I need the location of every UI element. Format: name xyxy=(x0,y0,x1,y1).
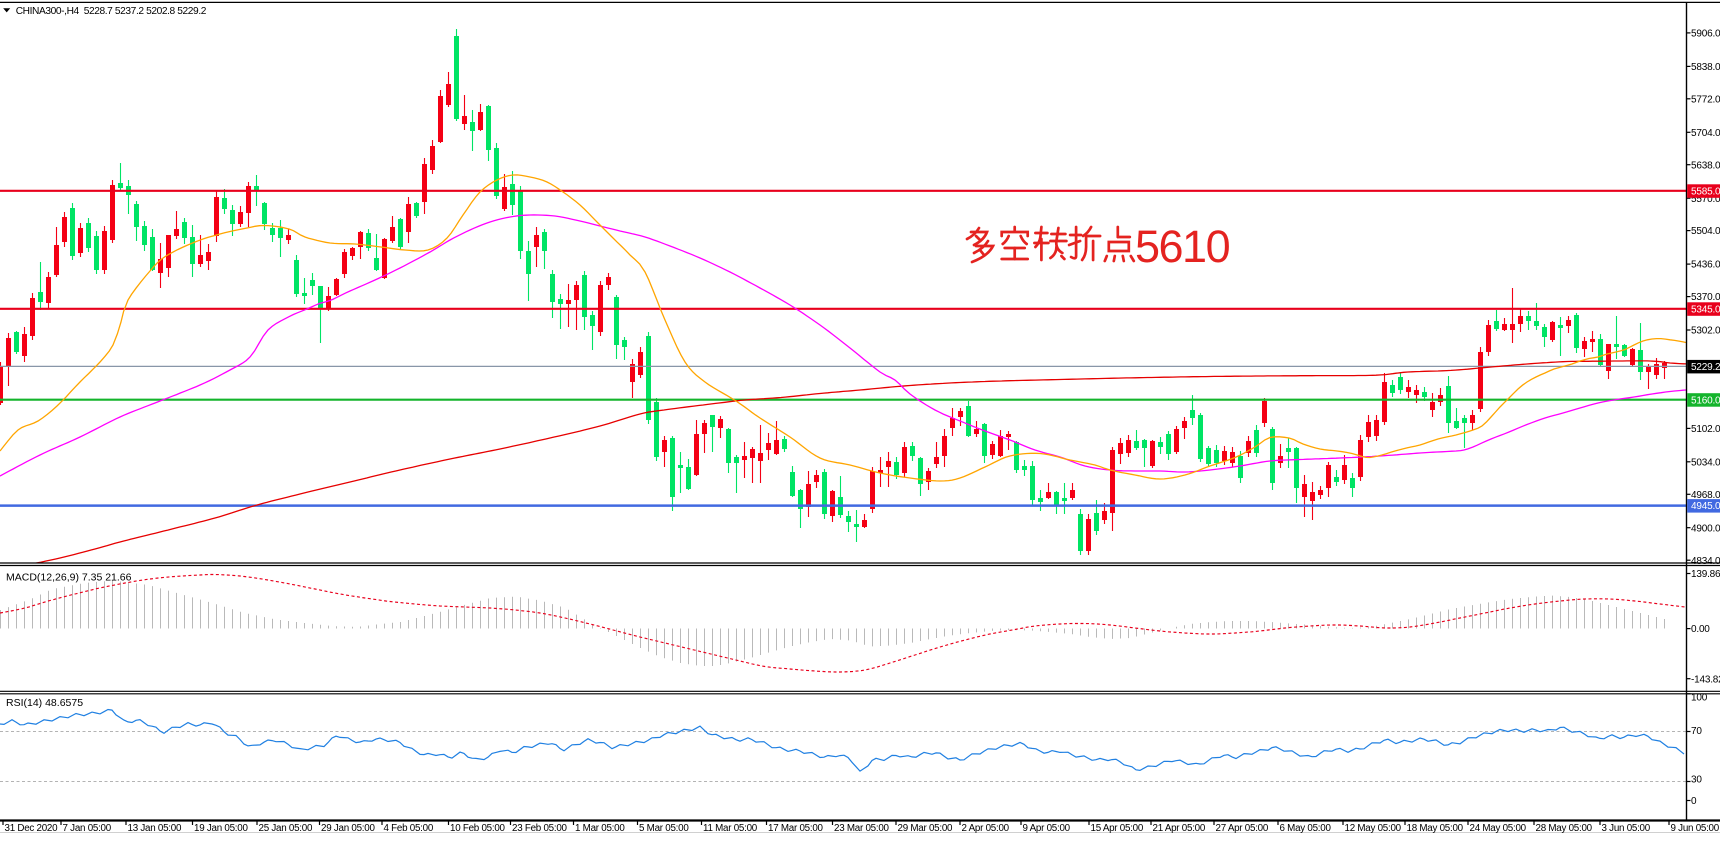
svg-text:5034.0: 5034.0 xyxy=(1691,457,1720,468)
svg-text:29 Jan 05:00: 29 Jan 05:00 xyxy=(321,823,375,834)
svg-text:23 Mar 05:00: 23 Mar 05:00 xyxy=(834,823,890,834)
svg-text:-143.82: -143.82 xyxy=(1691,674,1720,685)
svg-text:5160.0: 5160.0 xyxy=(1691,395,1720,406)
svg-text:5302.0: 5302.0 xyxy=(1691,326,1720,337)
svg-text:15 Apr 05:00: 15 Apr 05:00 xyxy=(1091,823,1144,834)
svg-text:100: 100 xyxy=(1691,693,1708,704)
svg-text:3 Jun 05:00: 3 Jun 05:00 xyxy=(1602,823,1651,834)
svg-text:5370.0: 5370.0 xyxy=(1691,292,1720,303)
svg-text:30: 30 xyxy=(1691,775,1702,786)
svg-text:13 Jan 05:00: 13 Jan 05:00 xyxy=(128,823,182,834)
svg-text:5638.0: 5638.0 xyxy=(1691,160,1720,171)
svg-text:11 Mar 05:00: 11 Mar 05:00 xyxy=(703,823,758,834)
svg-text:CHINA300-,H4 5228.7 5237.2 52: CHINA300-,H4 5228.7 5237.2 5202.8 5229.2 xyxy=(16,6,207,17)
svg-text:25 Jan 05:00: 25 Jan 05:00 xyxy=(259,823,313,834)
svg-text:5 Mar 05:00: 5 Mar 05:00 xyxy=(639,823,689,834)
svg-text:21 Apr 05:00: 21 Apr 05:00 xyxy=(1153,823,1206,834)
svg-text:5570.0: 5570.0 xyxy=(1691,194,1720,205)
svg-text:5436.0: 5436.0 xyxy=(1691,260,1720,271)
svg-text:9 Apr 05:00: 9 Apr 05:00 xyxy=(1023,823,1071,834)
svg-text:9 Jun 05:00: 9 Jun 05:00 xyxy=(1671,823,1720,834)
svg-text:5906.0: 5906.0 xyxy=(1691,29,1720,40)
svg-text:4900.0: 4900.0 xyxy=(1691,523,1720,534)
svg-text:70: 70 xyxy=(1691,726,1702,737)
svg-text:5102.0: 5102.0 xyxy=(1691,424,1720,435)
svg-text:5610: 5610 xyxy=(1135,221,1230,272)
svg-text:4834.0: 4834.0 xyxy=(1691,556,1720,567)
svg-text:18 May 05:00: 18 May 05:00 xyxy=(1407,823,1464,834)
svg-text:19 Jan 05:00: 19 Jan 05:00 xyxy=(194,823,248,834)
svg-text:4945.0: 4945.0 xyxy=(1691,501,1720,512)
svg-text:5504.0: 5504.0 xyxy=(1691,226,1720,237)
svg-text:27 Apr 05:00: 27 Apr 05:00 xyxy=(1216,823,1269,834)
svg-text:RSI(14) 48.6575: RSI(14) 48.6575 xyxy=(6,697,83,709)
svg-text:12 May 05:00: 12 May 05:00 xyxy=(1345,823,1402,834)
svg-text:5772.0: 5772.0 xyxy=(1691,94,1720,105)
svg-text:MACD(12,26,9) 7.35 21.66: MACD(12,26,9) 7.35 21.66 xyxy=(6,572,132,584)
svg-text:139.86: 139.86 xyxy=(1691,569,1720,580)
svg-text:6 May 05:00: 6 May 05:00 xyxy=(1280,823,1332,834)
svg-text:5229.2: 5229.2 xyxy=(1691,362,1720,373)
svg-text:29 Mar 05:00: 29 Mar 05:00 xyxy=(898,823,954,834)
svg-text:28 May 05:00: 28 May 05:00 xyxy=(1536,823,1593,834)
svg-text:5585.0: 5585.0 xyxy=(1691,186,1720,197)
svg-text:24 May 05:00: 24 May 05:00 xyxy=(1470,823,1527,834)
svg-text:23 Feb 05:00: 23 Feb 05:00 xyxy=(512,823,568,834)
svg-text:10 Feb 05:00: 10 Feb 05:00 xyxy=(450,823,506,834)
svg-text:5704.0: 5704.0 xyxy=(1691,128,1720,139)
svg-text:2 Apr 05:00: 2 Apr 05:00 xyxy=(962,823,1010,834)
svg-text:0.00: 0.00 xyxy=(1691,624,1710,635)
svg-text:7 Jan 05:00: 7 Jan 05:00 xyxy=(63,823,112,834)
svg-text:0: 0 xyxy=(1691,796,1697,807)
svg-text:17 Mar 05:00: 17 Mar 05:00 xyxy=(768,823,824,834)
svg-text:4968.0: 4968.0 xyxy=(1691,490,1720,501)
svg-text:5345.0: 5345.0 xyxy=(1691,304,1720,315)
svg-text:31 Dec 2020: 31 Dec 2020 xyxy=(5,823,59,834)
svg-text:1 Mar 05:00: 1 Mar 05:00 xyxy=(575,823,625,834)
svg-text:5838.0: 5838.0 xyxy=(1691,62,1720,73)
svg-text:4 Feb 05:00: 4 Feb 05:00 xyxy=(384,823,434,834)
